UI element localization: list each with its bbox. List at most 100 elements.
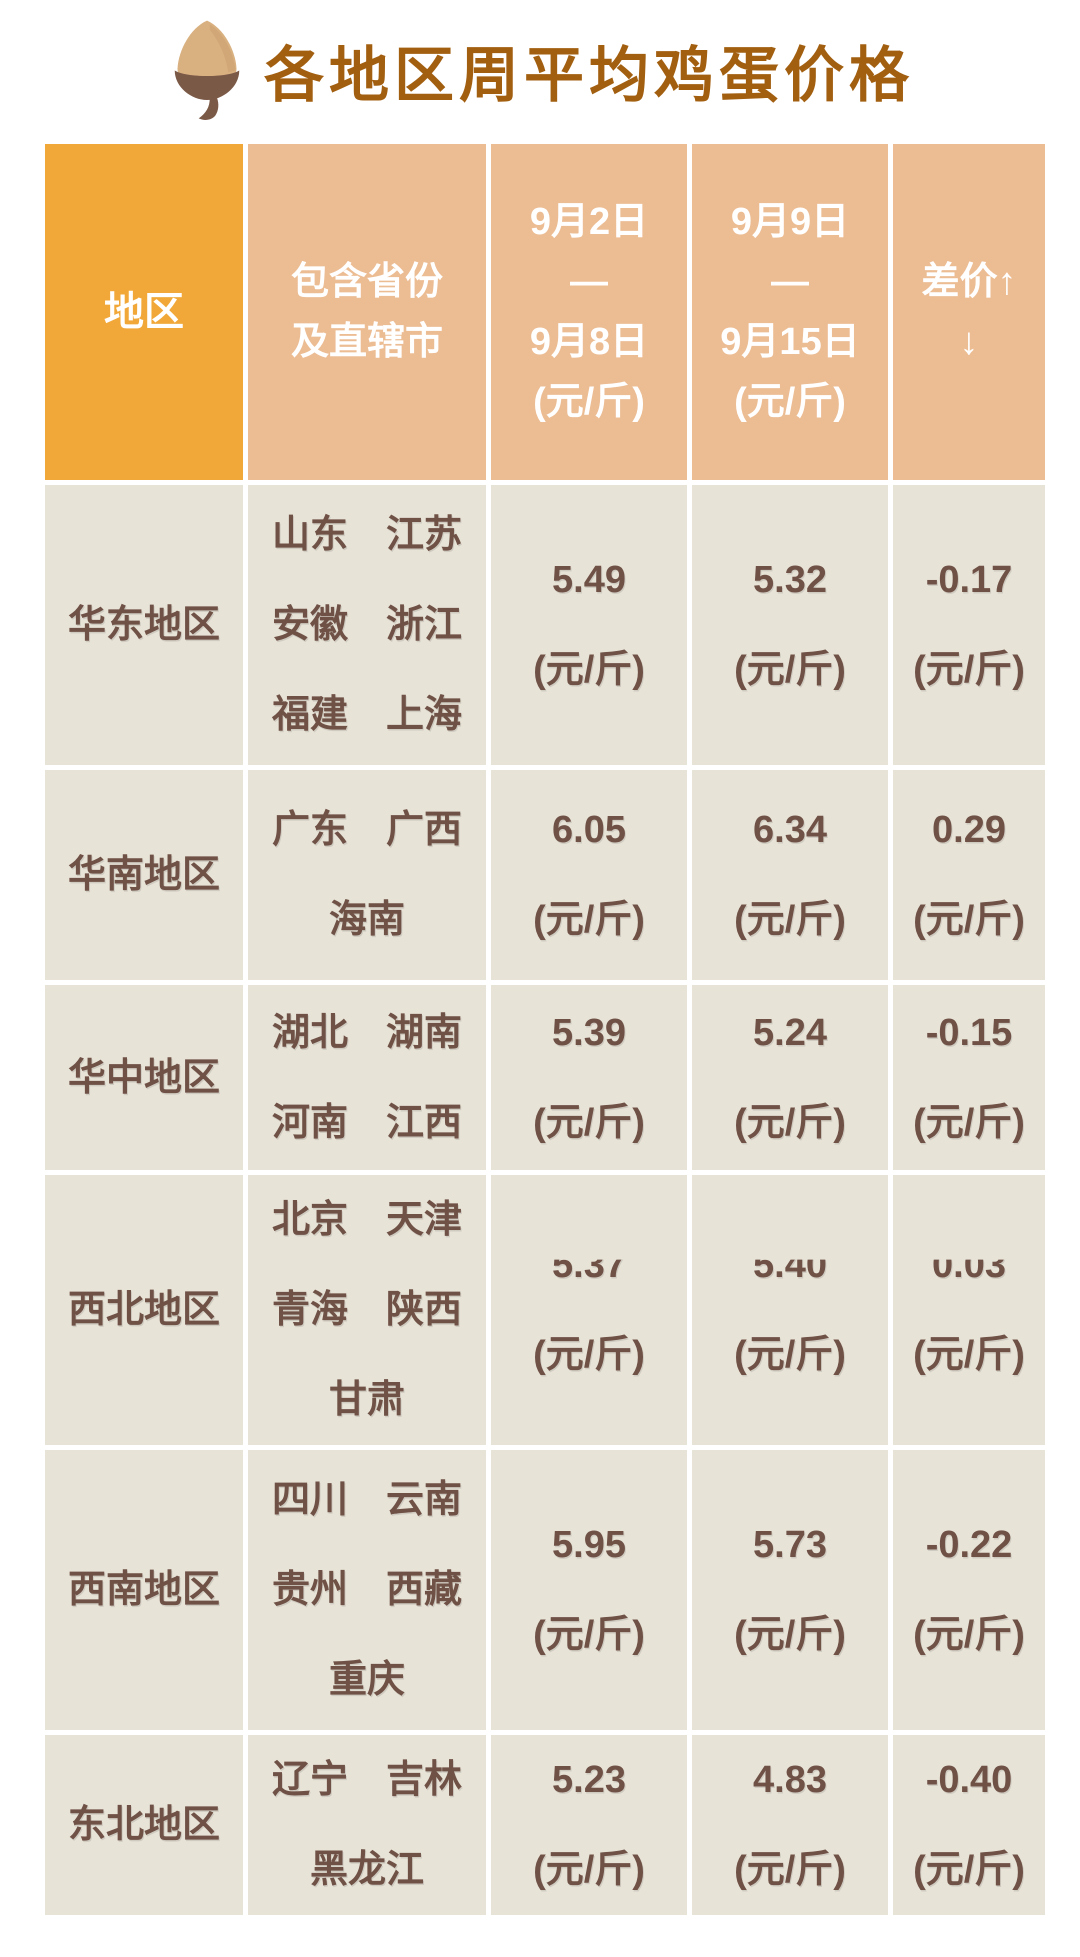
week1-price-cell: 5.37 (元/斤) bbox=[491, 1175, 687, 1445]
table-row: 华南地区 广东 广西 海南 6.05 (元/斤) 6.34 (元/斤) 0.29… bbox=[45, 770, 1045, 980]
page-title: 各地区周平均鸡蛋价格 bbox=[264, 41, 914, 109]
header-diff-label: 差价↑ bbox=[921, 261, 1017, 303]
region-name: 东北地区 bbox=[67, 1804, 220, 1846]
diff-value: -0.17 bbox=[925, 559, 1013, 601]
price-value: 5.23 bbox=[552, 1759, 626, 1801]
table-row: 西南地区 四川 云南 贵州 西藏 重庆 5.95 (元/斤) 5.73 (元/斤… bbox=[45, 1450, 1045, 1730]
price-value: 6.05 bbox=[552, 809, 626, 851]
region-name: 华中地区 bbox=[67, 1056, 220, 1099]
header-region: 地区 bbox=[45, 144, 243, 480]
price-value: 4.83 bbox=[753, 1759, 827, 1801]
provinces-cell: 湖北 湖南 河南 江西 bbox=[248, 985, 486, 1170]
provinces-cell: 北京 天津 青海 陕西 甘肃 bbox=[248, 1175, 486, 1445]
price-value: 5.37 bbox=[552, 1244, 626, 1286]
price-unit: (元/斤) bbox=[533, 1101, 645, 1144]
price-unit: (元/斤) bbox=[734, 1101, 846, 1144]
week1-price-cell: 5.23 (元/斤) bbox=[491, 1735, 687, 1915]
region-cell: 华南地区 bbox=[45, 770, 243, 980]
province-line: 湖北 湖南 bbox=[271, 1011, 462, 1054]
header-week1-end: 9月8日 bbox=[529, 321, 649, 363]
price-unit: (元/斤) bbox=[913, 649, 1025, 691]
header-week1-dash: — bbox=[570, 261, 608, 303]
header-week1-unit: (元/斤) bbox=[533, 381, 645, 423]
region-cell: 东北地区 bbox=[45, 1735, 243, 1915]
header-provinces: 包含省份 及直辖市 bbox=[248, 144, 486, 480]
header-provinces-line1: 包含省份 bbox=[290, 261, 443, 303]
header-week1-start: 9月2日 bbox=[529, 201, 649, 243]
price-unit: (元/斤) bbox=[533, 1849, 645, 1891]
region-name: 华东地区 bbox=[67, 604, 220, 646]
diff-cell: -0.17 (元/斤) bbox=[893, 485, 1045, 765]
header-diff: 差价↑ ↓ bbox=[893, 144, 1045, 480]
province-line: 青海 陕西 bbox=[271, 1289, 462, 1331]
week2-price-cell: 5.24 (元/斤) bbox=[692, 985, 888, 1170]
price-value: 5.95 bbox=[552, 1524, 626, 1566]
header-provinces-line2: 及直辖市 bbox=[290, 321, 443, 363]
province-line: 重庆 bbox=[328, 1659, 405, 1701]
price-unit: (元/斤) bbox=[913, 899, 1025, 941]
provinces-cell: 山东 江苏 安徽 浙江 福建 上海 bbox=[248, 485, 486, 765]
region-cell: 华东地区 bbox=[45, 485, 243, 765]
diff-cell: -0.22 (元/斤) bbox=[893, 1450, 1045, 1730]
price-unit: (元/斤) bbox=[533, 1334, 645, 1376]
province-line: 河南 江西 bbox=[271, 1101, 462, 1144]
provinces-cell: 辽宁 吉林 黑龙江 bbox=[248, 1735, 486, 1915]
province-line: 广东 广西 bbox=[271, 809, 462, 851]
table-row: 东北地区 辽宁 吉林 黑龙江 5.23 (元/斤) 4.83 (元/斤) -0.… bbox=[45, 1735, 1045, 1915]
price-unit: (元/斤) bbox=[734, 1849, 846, 1891]
week2-price-cell: 6.34 (元/斤) bbox=[692, 770, 888, 980]
price-unit: (元/斤) bbox=[734, 899, 846, 941]
diff-cell: 0.29 (元/斤) bbox=[893, 770, 1045, 980]
province-line: 黑龙江 bbox=[309, 1849, 424, 1891]
egg-price-table: 地区 包含省份 及直辖市 9月2日 — 9月8日 (元/斤) 9月9日 — 9月… bbox=[40, 139, 1050, 1920]
price-unit: (元/斤) bbox=[913, 1101, 1025, 1144]
header-week2: 9月9日 — 9月15日 (元/斤) bbox=[692, 144, 888, 480]
week2-price-cell: 4.83 (元/斤) bbox=[692, 1735, 888, 1915]
province-line: 四川 云南 bbox=[271, 1479, 462, 1521]
price-value: 5.24 bbox=[753, 1011, 827, 1054]
provinces-cell: 四川 云南 贵州 西藏 重庆 bbox=[248, 1450, 486, 1730]
price-unit: (元/斤) bbox=[533, 899, 645, 941]
province-line: 辽宁 吉林 bbox=[271, 1759, 462, 1801]
week1-price-cell: 5.95 (元/斤) bbox=[491, 1450, 687, 1730]
week2-price-cell: 5.40 (元/斤) bbox=[692, 1175, 888, 1445]
header-week2-dash: — bbox=[771, 261, 809, 303]
price-value: 5.49 bbox=[552, 559, 626, 601]
diff-value: 0.29 bbox=[932, 809, 1006, 851]
price-unit: (元/斤) bbox=[533, 1614, 645, 1656]
header-diff-arrow-down: ↓ bbox=[959, 321, 979, 363]
week1-price-cell: 5.49 (元/斤) bbox=[491, 485, 687, 765]
table-row: 华东地区 山东 江苏 安徽 浙江 福建 上海 5.49 (元/斤) 5.32 (… bbox=[45, 485, 1045, 765]
province-line: 甘肃 bbox=[328, 1379, 405, 1421]
price-value: 6.34 bbox=[753, 809, 827, 851]
price-value: 5.40 bbox=[753, 1244, 827, 1286]
diff-value: 0.03 bbox=[932, 1244, 1006, 1286]
diff-value: -0.40 bbox=[925, 1759, 1013, 1801]
diff-cell: -0.40 (元/斤) bbox=[893, 1735, 1045, 1915]
province-line: 贵州 西藏 bbox=[271, 1569, 462, 1611]
header-week1: 9月2日 — 9月8日 (元/斤) bbox=[491, 144, 687, 480]
region-name: 西南地区 bbox=[67, 1569, 220, 1611]
header-row: 地区 包含省份 及直辖市 9月2日 — 9月8日 (元/斤) 9月9日 — 9月… bbox=[45, 144, 1045, 480]
week2-price-cell: 5.32 (元/斤) bbox=[692, 485, 888, 765]
price-unit: (元/斤) bbox=[734, 1334, 846, 1376]
province-line: 北京 天津 bbox=[271, 1199, 462, 1241]
table-row: 华中地区 湖北 湖南 河南 江西 5.39 (元/斤) 5.24 (元/斤) -… bbox=[45, 985, 1045, 1170]
table-row: 西北地区 北京 天津 青海 陕西 甘肃 5.37 (元/斤) 5.40 (元/斤… bbox=[45, 1175, 1045, 1445]
diff-cell: 0.03 (元/斤) bbox=[893, 1175, 1045, 1445]
week2-price-cell: 5.73 (元/斤) bbox=[692, 1450, 888, 1730]
price-unit: (元/斤) bbox=[533, 649, 645, 691]
price-unit: (元/斤) bbox=[734, 1614, 846, 1656]
region-cell: 西南地区 bbox=[45, 1450, 243, 1730]
header-week2-end: 9月15日 bbox=[720, 321, 860, 363]
header-week2-unit: (元/斤) bbox=[734, 381, 846, 423]
province-line: 海南 bbox=[328, 899, 405, 941]
price-unit: (元/斤) bbox=[913, 1614, 1025, 1656]
region-cell: 华中地区 bbox=[45, 985, 243, 1170]
week1-price-cell: 6.05 (元/斤) bbox=[491, 770, 687, 980]
province-line: 山东 江苏 bbox=[271, 514, 462, 556]
diff-value: -0.22 bbox=[925, 1524, 1013, 1566]
price-unit: (元/斤) bbox=[913, 1849, 1025, 1891]
price-value: 5.39 bbox=[552, 1011, 626, 1054]
acorn-icon bbox=[174, 20, 240, 120]
